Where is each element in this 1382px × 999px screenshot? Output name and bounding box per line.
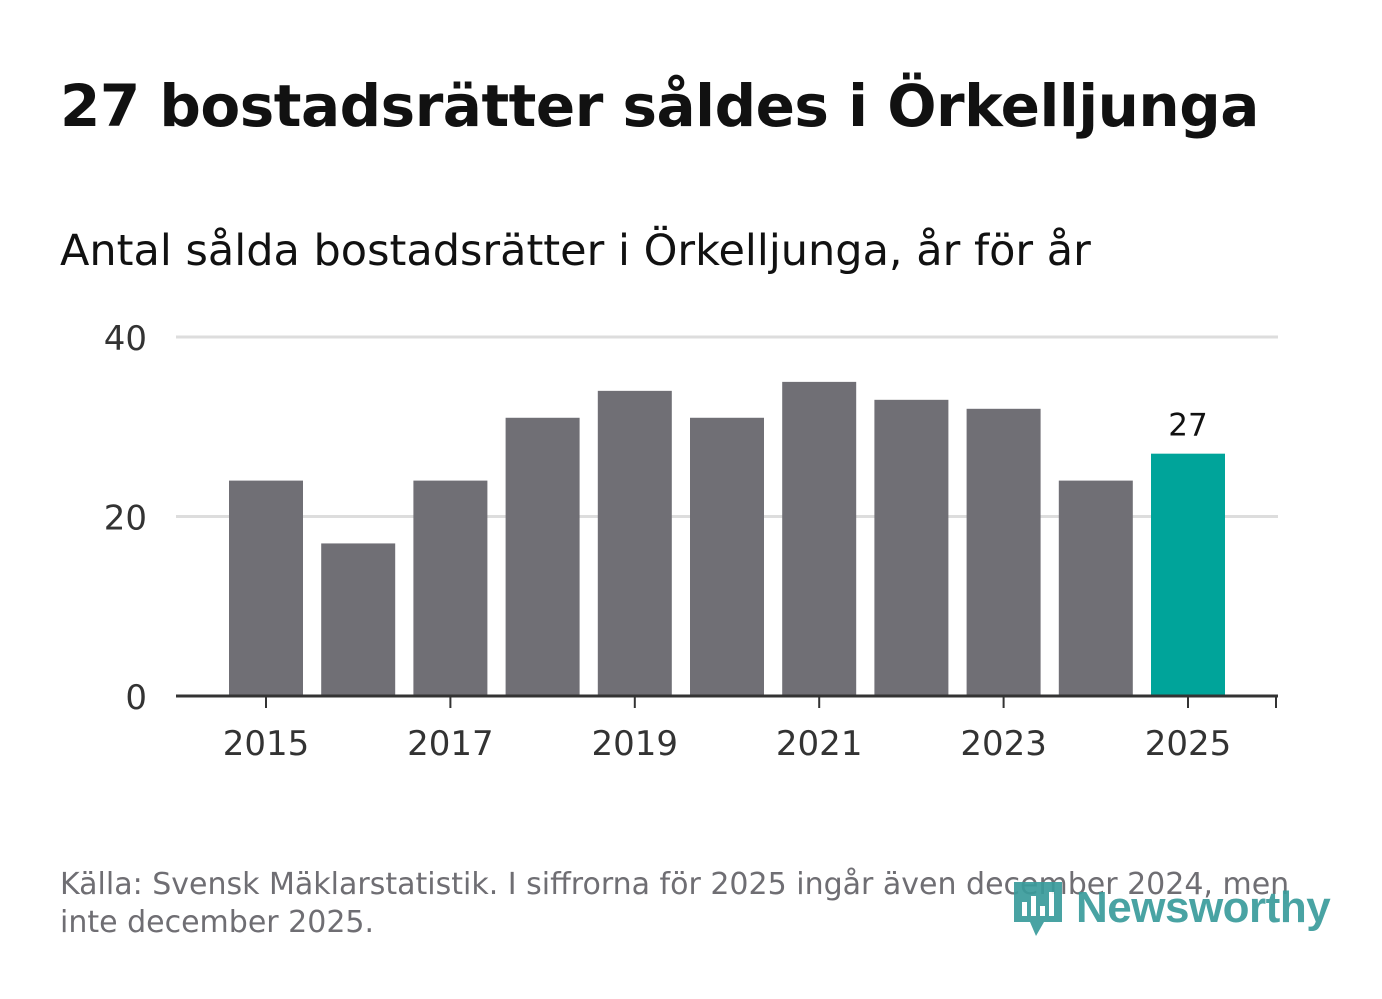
bar-2025 [1151, 453, 1225, 696]
data-label: 27 [1168, 408, 1207, 444]
chart-title: 27 bostadsrätter såldes i Örkelljunga [60, 72, 1259, 140]
y-tick-label: 20 [104, 499, 147, 539]
brand-logo: Newsworthy [1010, 878, 1331, 938]
bar-2018 [505, 417, 580, 696]
bar-2016 [321, 543, 396, 696]
x-tick-label: 2017 [407, 724, 494, 764]
x-tick-label: 2025 [1145, 724, 1232, 764]
bar-2019 [597, 390, 672, 696]
x-tick-label: 2023 [960, 724, 1047, 764]
x-tick-label: 2019 [592, 724, 679, 764]
y-tick-label: 40 [104, 319, 147, 359]
x-tick-label: 2021 [776, 724, 863, 764]
bar-2022 [874, 399, 949, 696]
bar-2015 [229, 480, 303, 696]
bar-2020 [690, 417, 764, 696]
chart-subtitle: Antal sålda bostadsrätter i Örkelljunga,… [60, 226, 1091, 276]
bar-2023 [966, 408, 1041, 696]
y-tick-label: 0 [125, 678, 147, 718]
bar-2024 [1058, 480, 1133, 696]
x-tick-label: 2015 [223, 724, 310, 764]
brand-name: Newsworthy [1076, 883, 1331, 932]
bar-2021 [782, 381, 857, 696]
newsworthy-logo-icon [1014, 882, 1062, 936]
source-note: Källa: Svensk Mäklarstatistik. I siffror… [60, 867, 1290, 940]
bar-2017 [413, 480, 488, 696]
